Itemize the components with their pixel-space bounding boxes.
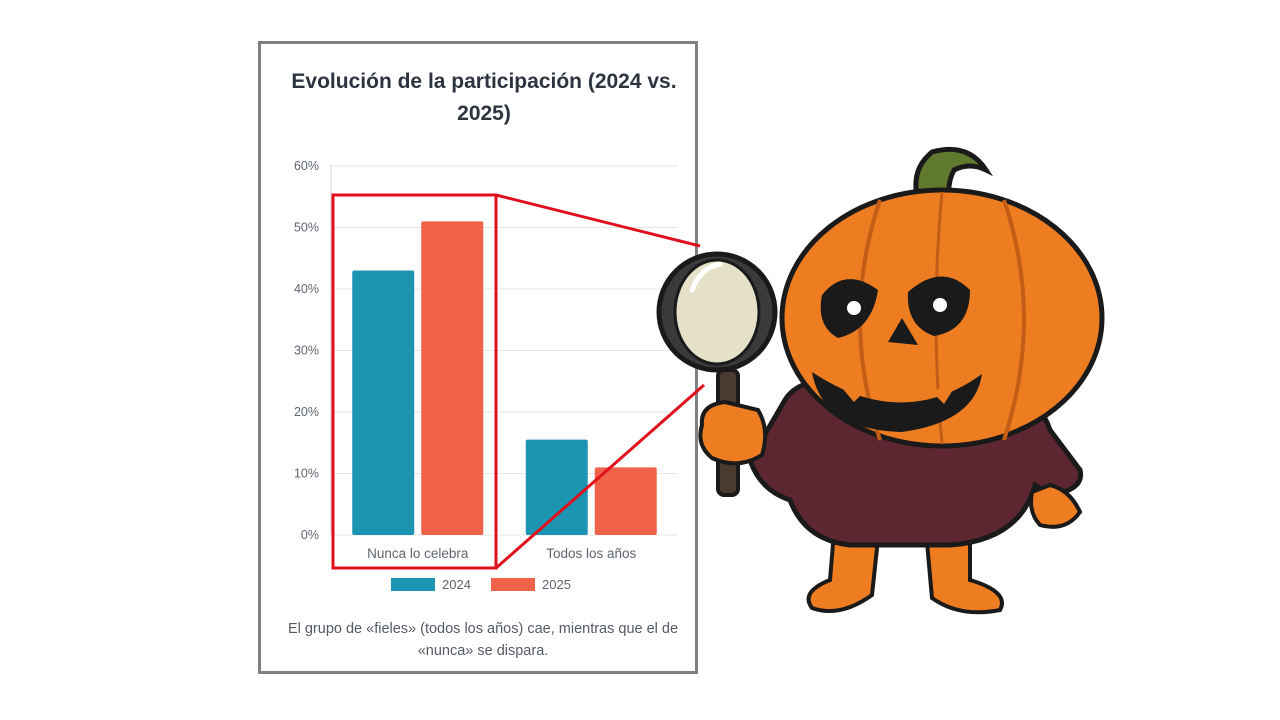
y-tick-label: 40%	[294, 282, 319, 296]
pumpkin-with-magnifying-glass-icon	[656, 146, 1105, 615]
bar-2024-1	[352, 270, 415, 535]
y-tick-label: 20%	[294, 405, 319, 419]
legend-label-2024: 2024	[442, 577, 471, 592]
bar-chart: 0% 10% 20% 30% 40% 50% 60% Nunca lo celebra Todo…	[294, 159, 678, 592]
y-tick-label: 50%	[294, 221, 319, 235]
y-tick-label: 0%	[301, 528, 319, 542]
highlight-box	[331, 193, 498, 570]
y-tick-label: 10%	[294, 467, 319, 481]
bar-2025-2	[594, 467, 657, 535]
x-tick-label: Nunca lo celebra	[367, 546, 469, 561]
legend-swatch-2024	[391, 578, 435, 591]
bar-2024-2	[525, 439, 588, 535]
callout-line-top	[495, 193, 701, 248]
bar-2025-1	[421, 221, 484, 535]
callout-line-bottom	[495, 383, 705, 570]
y-tick-label: 60%	[294, 159, 319, 173]
chart-caption: El grupo de «fieles» (todos los años) ca…	[287, 621, 679, 659]
chart-title: Evolución de la participación (2024 vs. …	[291, 70, 677, 125]
legend-label-2025: 2025	[542, 577, 571, 592]
y-tick-label: 30%	[294, 344, 319, 358]
x-tick-label: Todos los años	[546, 546, 636, 561]
legend-swatch-2025	[491, 578, 535, 591]
